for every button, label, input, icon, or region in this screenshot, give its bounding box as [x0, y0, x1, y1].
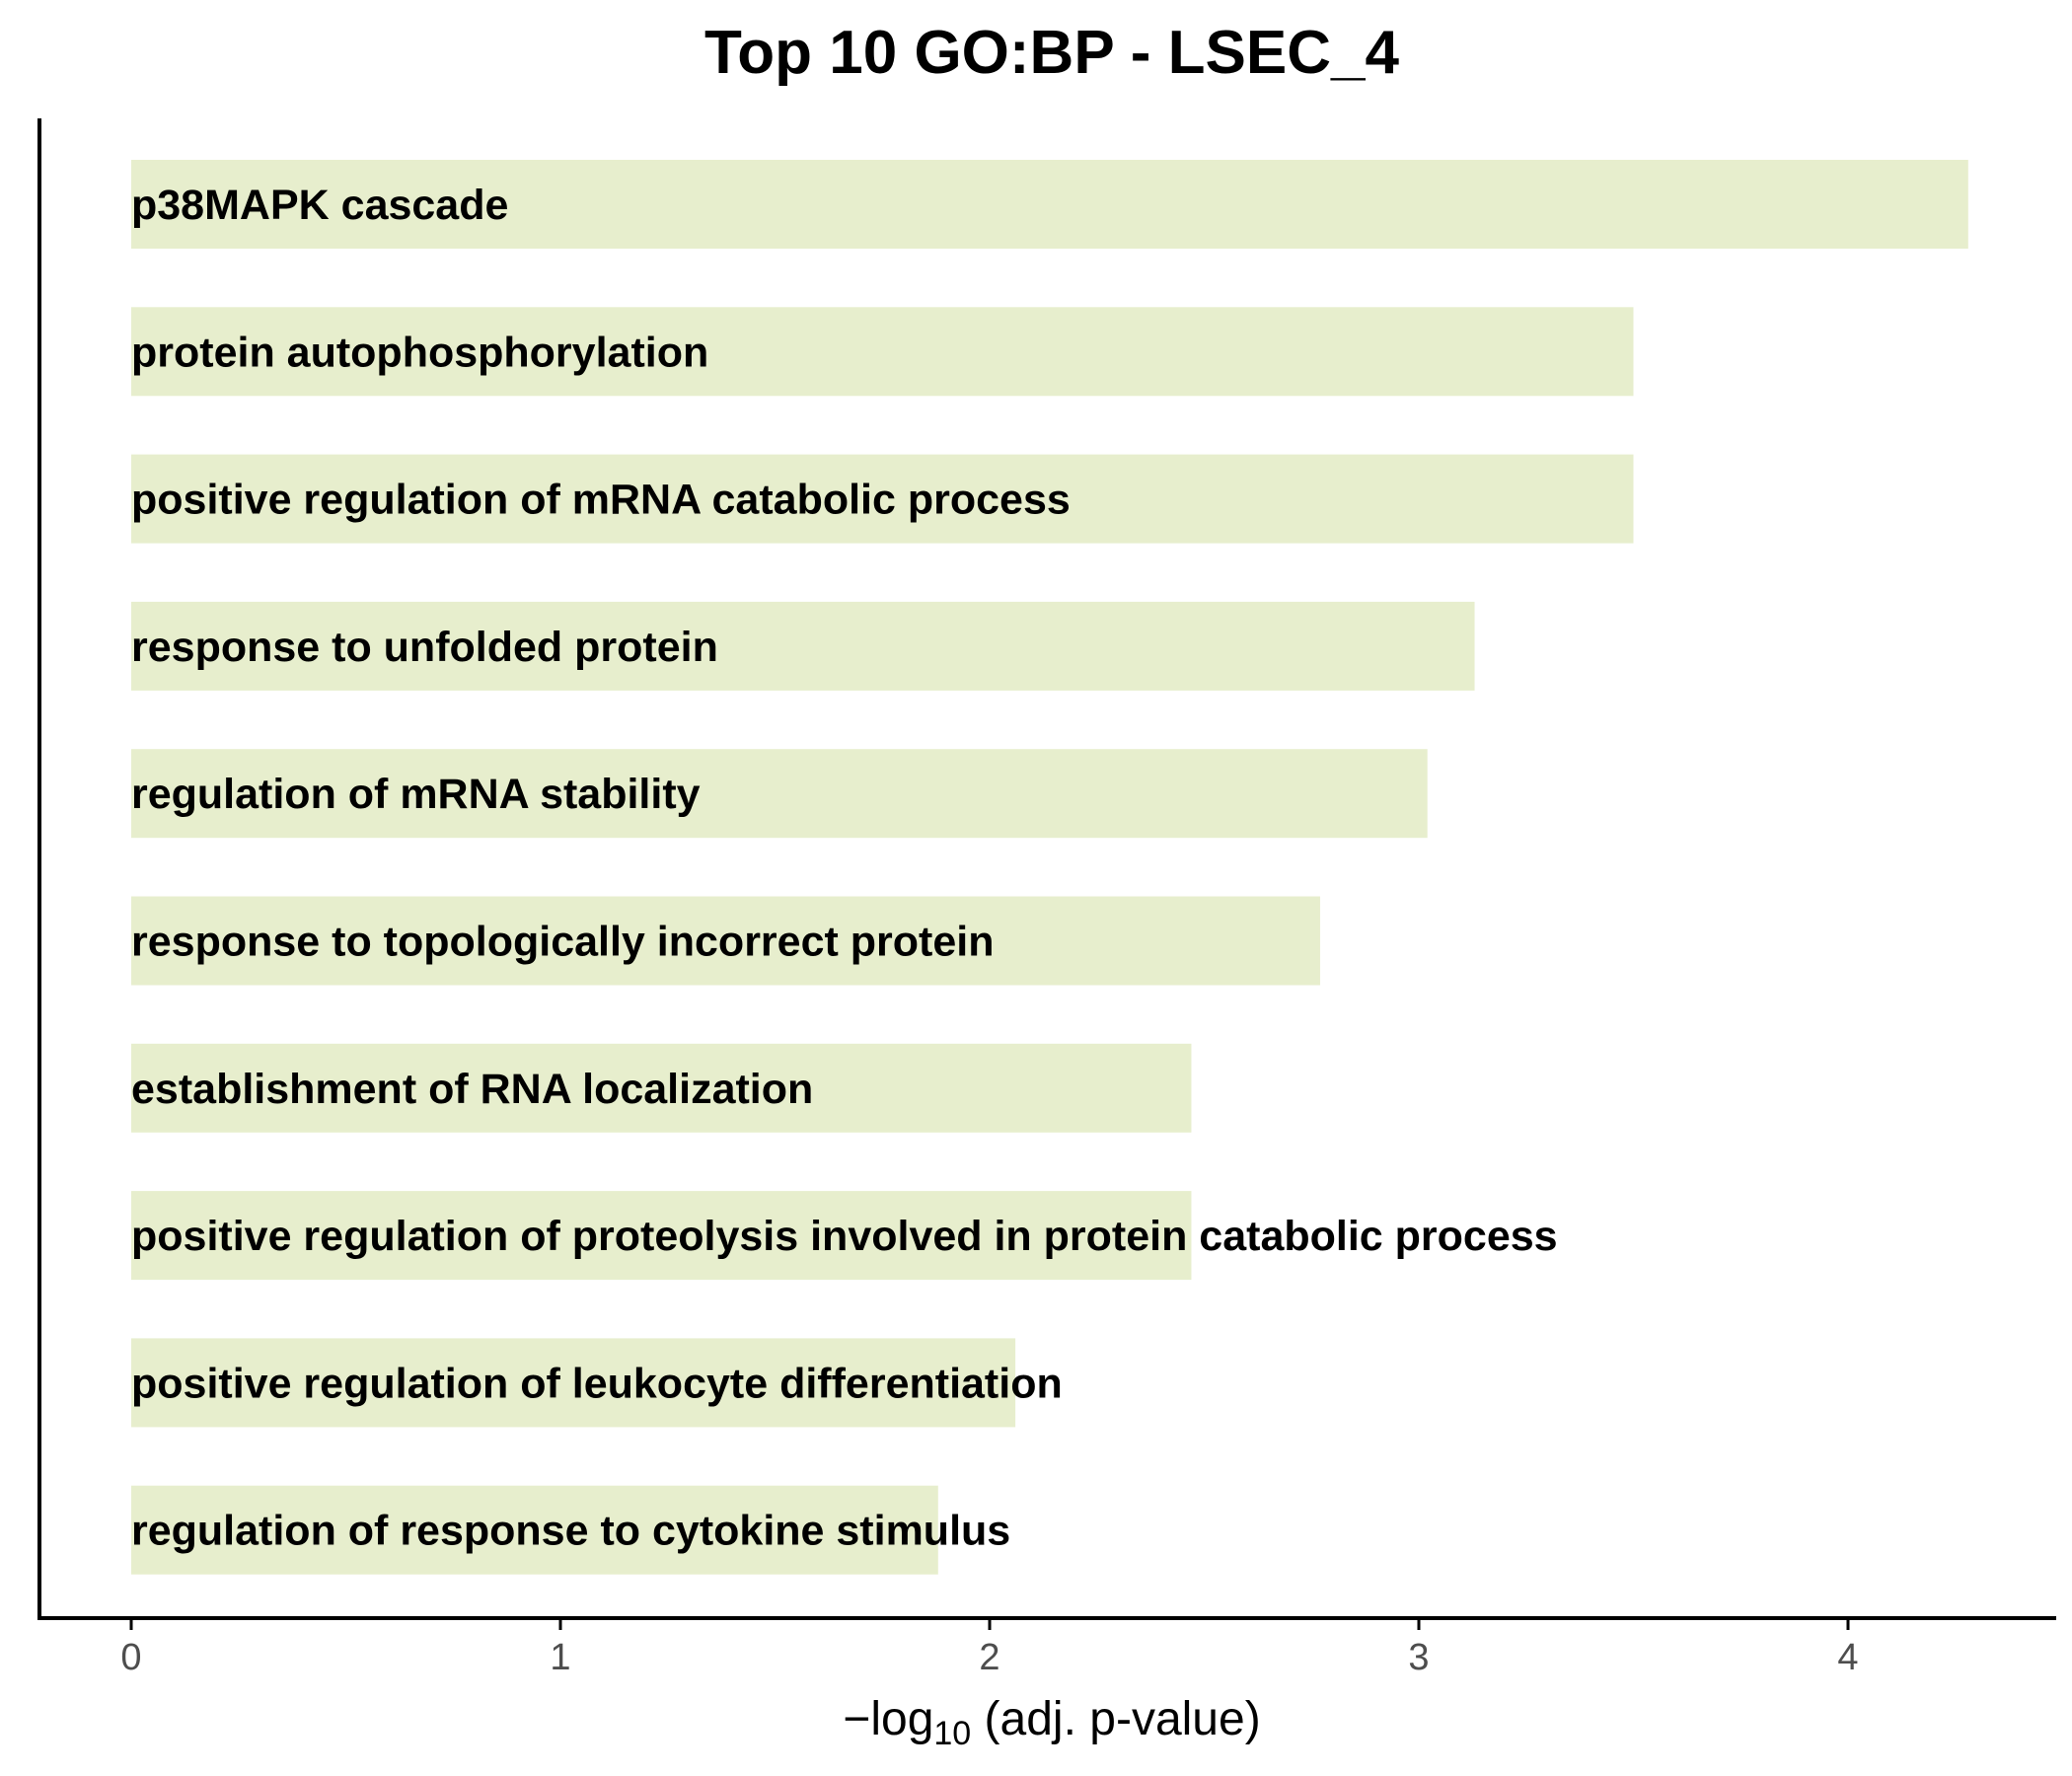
bar: [131, 454, 1634, 544]
chart-title: Top 10 GO:BP - LSEC_4: [704, 19, 1399, 87]
bar: [131, 307, 1634, 397]
bar: [131, 160, 1968, 249]
bar: [131, 1191, 1192, 1281]
bar: [131, 1043, 1192, 1133]
bar-label: p38MAPK cascade: [131, 182, 508, 229]
bar-label: response to topologically incorrect prot…: [131, 919, 994, 966]
x-tick-label: 1: [550, 1637, 570, 1678]
x-tick-label: 3: [1408, 1637, 1429, 1678]
bar: [131, 749, 1428, 839]
bar-label: response to unfolded protein: [131, 624, 718, 671]
x-tick-label: 0: [120, 1637, 141, 1678]
x-tick-label: 4: [1837, 1637, 1858, 1678]
bar: [131, 1485, 938, 1575]
bar: [131, 601, 1475, 691]
bar-label: positive regulation of proteolysis invol…: [131, 1213, 1558, 1260]
x-tick-label: 2: [979, 1637, 999, 1678]
x-axis-title-subscript: 10: [933, 1715, 971, 1752]
bar-label: regulation of response to cytokine stimu…: [131, 1508, 1010, 1555]
x-axis-title: −log10 (adj. p-value): [843, 1693, 1260, 1752]
bars-group: [131, 160, 1968, 1575]
x-axis-title-suffix: (adj. p-value): [971, 1693, 1260, 1745]
bar: [131, 1338, 1016, 1428]
bar-label: establishment of RNA localization: [131, 1066, 813, 1113]
bar-label: positive regulation of mRNA catabolic pr…: [131, 477, 1071, 524]
bar-label: protein autophosphorylation: [131, 329, 708, 376]
bar: [131, 896, 1320, 986]
x-axis-title-prefix: −log: [843, 1693, 933, 1745]
bar-label: regulation of mRNA stability: [131, 771, 701, 818]
bar-labels-group: p38MAPK cascade protein autophosphorylati…: [131, 182, 1558, 1555]
x-ticks-group: 0 1 2 3 4: [120, 1618, 1859, 1678]
bar-label: positive regulation of leukocyte differe…: [131, 1360, 1063, 1407]
